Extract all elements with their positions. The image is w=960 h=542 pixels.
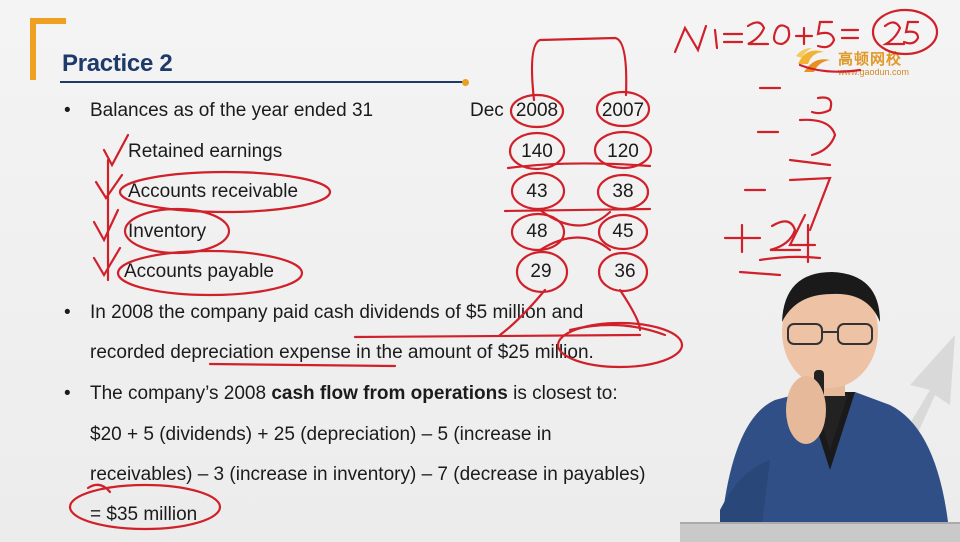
calc-line1: $20 + 5 (dividends) + 25 (depreciation) … bbox=[90, 424, 552, 445]
title-underline bbox=[60, 81, 465, 83]
slide-title: Practice 2 bbox=[62, 50, 173, 77]
row-value-2008: 48 bbox=[526, 221, 548, 242]
title-bracket-decoration bbox=[30, 18, 66, 80]
header-dec: Dec bbox=[470, 100, 504, 121]
laptop-edge bbox=[680, 522, 960, 542]
row-label: Inventory bbox=[128, 221, 207, 242]
row-value-2007: 36 bbox=[614, 261, 636, 282]
bullet2-line1: In 2008 the company paid cash dividends … bbox=[90, 302, 584, 323]
header-2007: 2007 bbox=[601, 100, 645, 121]
bullet-marker: • bbox=[64, 383, 71, 404]
bullet1-text: Balances as of the year ended 31 bbox=[90, 100, 374, 121]
row-value-2007: 38 bbox=[612, 181, 634, 202]
row-label: Accounts payable bbox=[124, 261, 274, 282]
row-value-2008: 29 bbox=[530, 261, 552, 282]
title-dot-decoration bbox=[462, 79, 469, 86]
calc-line3: = $35 million bbox=[90, 504, 198, 525]
bullet-marker: • bbox=[64, 302, 71, 323]
bullet-marker: • bbox=[64, 100, 71, 121]
bullet3-text: The company’s 2008 cash flow from operat… bbox=[90, 382, 618, 406]
row-value-2007: 120 bbox=[607, 141, 639, 162]
calc-line2: receivables) – 3 (increase in inventory)… bbox=[90, 464, 646, 485]
row-value-2007: 45 bbox=[612, 221, 634, 242]
row-value-2008: 140 bbox=[521, 141, 553, 162]
bullet2-line2: recorded depreciation expense in the amo… bbox=[90, 342, 594, 363]
bullet3-bold: cash flow from operations bbox=[271, 383, 508, 404]
bullet3-prefix: The company’s 2008 bbox=[90, 383, 272, 404]
row-value-2008: 43 bbox=[526, 181, 548, 202]
bullet3-suffix: is closest to: bbox=[507, 383, 618, 404]
gaodun-logo-icon bbox=[796, 48, 830, 72]
header-2008: 2008 bbox=[515, 100, 559, 121]
logo-url: www.gaodun.com bbox=[838, 67, 910, 77]
row-label: Retained earnings bbox=[128, 141, 283, 162]
row-label: Accounts receivable bbox=[128, 181, 299, 202]
logo-name: 高顿网校 bbox=[838, 51, 903, 68]
presenter-video-overlay bbox=[720, 272, 950, 540]
